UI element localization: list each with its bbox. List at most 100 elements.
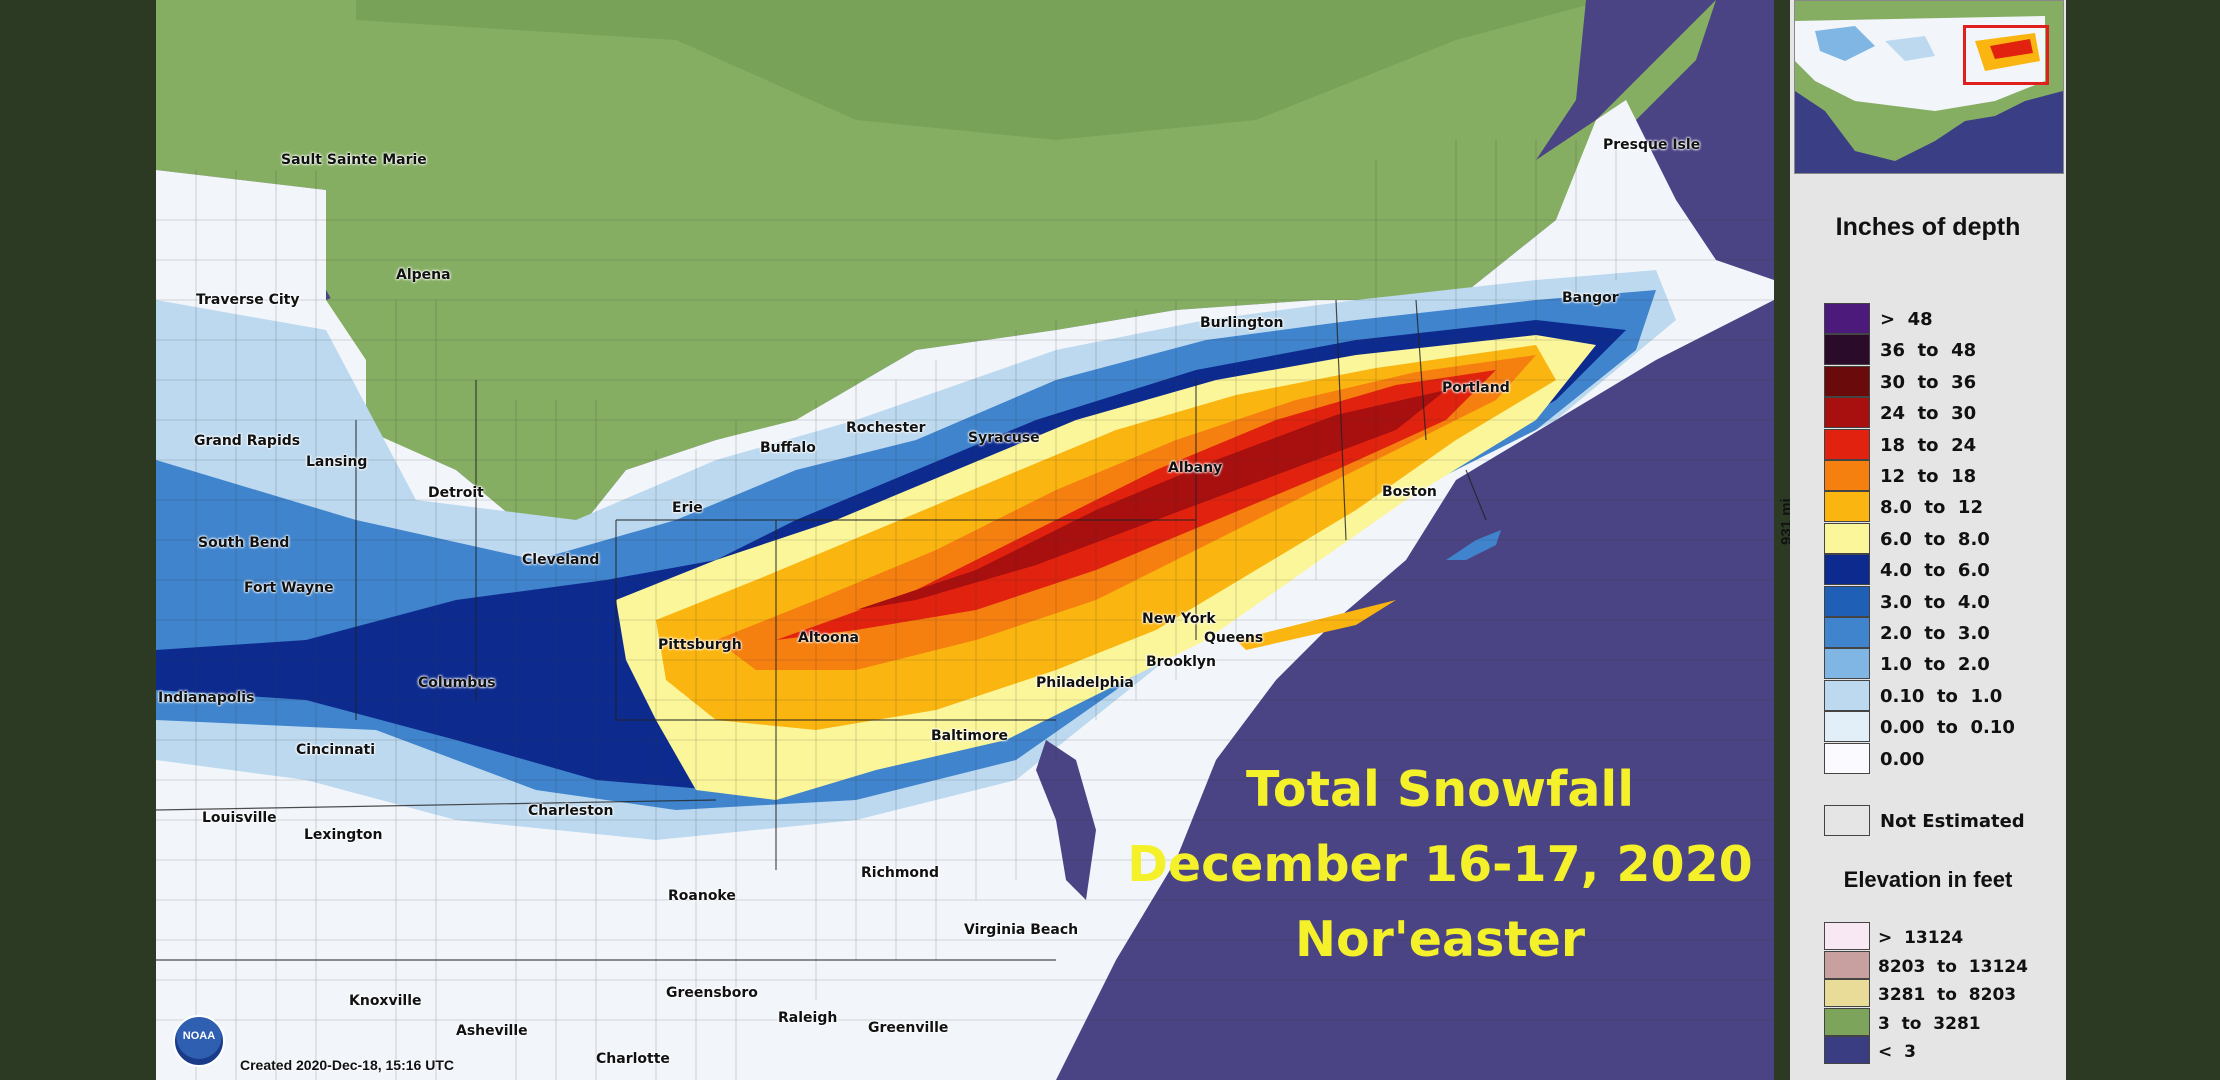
city-label: Albany — [1168, 460, 1223, 476]
city-label: Cleveland — [522, 552, 600, 568]
city-label: Charlotte — [596, 1051, 670, 1067]
legend-label: 3.0 to 4.0 — [1880, 591, 1990, 613]
legend-swatch — [1824, 554, 1870, 586]
cape-cod — [1446, 530, 1501, 560]
city-label: Bangor — [1562, 290, 1619, 306]
title-line-2: December 16-17, 2020 — [1127, 836, 1753, 893]
legend-swatch — [1824, 679, 1870, 711]
city-label: Boston — [1382, 484, 1437, 500]
legend-label: 4.0 to 6.0 — [1880, 560, 1990, 582]
inset-canvas — [1795, 1, 2063, 173]
map-canvas — [156, 0, 1774, 1080]
elevation-label: < 3 — [1878, 1042, 1916, 1062]
land-canada — [156, 0, 1716, 520]
city-label: Louisville — [202, 810, 277, 826]
city-label: Queens — [1204, 630, 1264, 646]
elevation-title: Elevation in feet — [1843, 867, 2013, 892]
city-label: New York — [1142, 611, 1216, 627]
city-label: Greenville — [868, 1020, 949, 1036]
legend-swatch — [1824, 711, 1870, 743]
elevation-label: 3281 to 8203 — [1878, 985, 2017, 1005]
elevation-row: 3281 to 8203 — [1790, 979, 2066, 1007]
legend-swatch — [1824, 805, 1870, 836]
legend-swatch — [1824, 491, 1870, 523]
title-line-1: Total Snowfall — [1245, 761, 1634, 818]
city-label: Grand Rapids — [194, 433, 301, 449]
city-label: Brooklyn — [1146, 654, 1217, 670]
legend-row: 0.00 — [1790, 742, 2066, 774]
city-label: Charleston — [528, 803, 614, 819]
city-label: South Bend — [198, 535, 290, 551]
city-label: Fort Wayne — [244, 580, 334, 596]
city-label: Pittsburgh — [658, 637, 742, 653]
city-label: Lexington — [304, 827, 383, 843]
city-label: Asheville — [456, 1023, 528, 1039]
city-label: Indianapolis — [158, 690, 255, 706]
legend-swatch — [1824, 522, 1870, 554]
elevation-label: > 13124 — [1878, 928, 1964, 948]
city-label: Knoxville — [349, 993, 422, 1009]
legend-label: 6.0 to 8.0 — [1880, 528, 1990, 550]
boundaries — [156, 299, 1487, 961]
elevation-label: 8203 to 13124 — [1878, 956, 2028, 977]
elevation-row: < 3 — [1790, 1036, 2066, 1064]
city-label: Syracuse — [968, 430, 1040, 446]
legend-label: 8.0 to 12 — [1880, 497, 1983, 519]
city-label: Altoona — [798, 630, 859, 646]
legend-row: 0.00 to 0.10 — [1790, 711, 2066, 743]
city-label: Rochester — [846, 420, 926, 436]
noaa-logo-text: NOAA — [182, 1030, 216, 1042]
elevation-row: 3 to 3281 — [1790, 1007, 2066, 1036]
city-label: Greensboro — [666, 985, 758, 1001]
elevation-swatch — [1824, 1007, 1870, 1036]
city-label: Columbus — [418, 675, 496, 691]
legend-swatch — [1824, 648, 1870, 680]
snowfall-map[interactable]: Sault Sainte Marie Alpena Traverse City … — [156, 0, 1774, 1080]
long-island — [1236, 600, 1396, 650]
elevation-swatch — [1824, 950, 1870, 979]
city-label: Roanoke — [668, 888, 736, 904]
lake-huron — [536, 200, 696, 420]
locator-inset-map[interactable] — [1794, 0, 2064, 174]
city-label: Cincinnati — [296, 742, 376, 758]
created-timestamp: Created 2020-Dec-18, 15:16 UTC — [240, 1057, 454, 1073]
legend-label: 12 to 18 — [1880, 466, 1977, 487]
legend-swatch — [1824, 460, 1870, 491]
legend-panel: Inches of depth > 48 36 to 48 30 to 36 24 t… — [1790, 0, 2066, 1080]
city-label: Burlington — [1200, 315, 1284, 331]
legend-row: 4.0 to 6.0 — [1790, 554, 2066, 586]
county-grid — [156, 140, 1774, 1080]
city-label: Detroit — [428, 485, 484, 501]
city-label: Raleigh — [778, 1010, 838, 1026]
legend-not-estimated: Not Estimated — [1790, 805, 2066, 836]
city-label: Richmond — [861, 865, 940, 881]
snow-24-30 — [856, 390, 1446, 610]
legend-row: 1.0 to 2.0 — [1790, 648, 2066, 680]
city-label: Portland — [1442, 380, 1510, 396]
elevation-label: 3 to 3281 — [1878, 1013, 1981, 1034]
legend-label: 24 to 30 — [1880, 403, 1977, 425]
legend-title: Inches of depth — [1835, 213, 2021, 241]
legend-label: 30 to 36 — [1880, 371, 1977, 393]
legend-label: 0.10 to 1.0 — [1880, 685, 2003, 707]
elevation-swatch — [1824, 979, 1870, 1007]
city-label: Virginia Beach — [964, 922, 1079, 938]
legend-row: 6.0 to 8.0 — [1790, 522, 2066, 554]
elevation-row: > 13124 — [1790, 922, 2066, 950]
legend-row: 0.10 to 1.0 — [1790, 679, 2066, 711]
noaa-logo: NOAA — [173, 1015, 225, 1067]
city-label: Lansing — [306, 454, 368, 470]
city-label: Alpena — [396, 267, 451, 283]
city-label: Erie — [672, 500, 703, 516]
legend-row: 8.0 to 12 — [1790, 491, 2066, 523]
title-line-3: Nor'easter — [1294, 911, 1586, 968]
land-highlands — [356, 0, 1606, 140]
legend-swatch — [1824, 742, 1870, 774]
legend-label: Not Estimated — [1880, 811, 2025, 832]
legend-row: 36 to 48 — [1790, 334, 2066, 366]
city-label: Sault Sainte Marie — [281, 152, 427, 168]
legend-label: 2.0 to 3.0 — [1880, 623, 1990, 644]
city-label: Presque Isle — [1603, 137, 1701, 153]
legend-row: 3.0 to 4.0 — [1790, 585, 2066, 617]
legend-label: 1.0 to 2.0 — [1880, 654, 1990, 676]
